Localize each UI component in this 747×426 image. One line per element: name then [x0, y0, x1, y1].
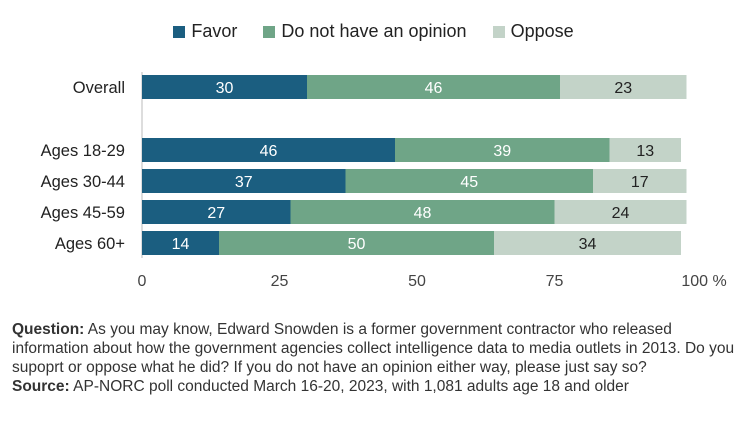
x-tick-label: 100 %: [681, 273, 726, 290]
chart-notes: Question: As you may know, Edward Snowde…: [12, 320, 736, 396]
bar-segment: [142, 138, 395, 162]
legend-item-oppose: Oppose: [492, 21, 574, 42]
data-label: 14: [172, 236, 190, 253]
bar-segment: [290, 200, 555, 224]
source-text: AP-NORC poll conducted March 16-20, 2023…: [73, 378, 629, 395]
stacked-bar-chart: 0 25 50 75 100 % Overall 30 46 23 Ages 18-29 46 39 1…: [41, 72, 727, 290]
data-label: 23: [614, 80, 632, 97]
bar-segment: [593, 169, 687, 193]
data-label: 37: [235, 174, 253, 191]
bar-segment: [142, 200, 291, 224]
bar-segment: [142, 231, 219, 255]
legend-item-no-opinion: Do not have an opinion: [263, 21, 467, 42]
data-label: 24: [612, 205, 630, 222]
legend-item-favor: Favor: [173, 21, 237, 42]
legend-label-favor: Favor: [191, 21, 238, 41]
category-label: Ages 60+: [55, 235, 125, 253]
data-label: 48: [414, 205, 432, 222]
data-label: 39: [493, 143, 511, 160]
bar-segment: [554, 200, 687, 224]
bar-segment: [307, 75, 560, 99]
data-label: 34: [579, 236, 597, 253]
x-tick-label: 25: [271, 273, 289, 290]
bar-segment: [142, 75, 307, 99]
legend-swatch-favor: [173, 25, 186, 38]
bar-segment: [142, 169, 346, 193]
bar-segment: [219, 231, 494, 255]
x-tick-label: 0: [138, 273, 147, 290]
question-note: Question: As you may know, Edward Snowde…: [12, 320, 736, 377]
bar-segment: [345, 169, 593, 193]
question-text: As you may know, Edward Snowden is a for…: [12, 321, 735, 376]
data-label: 30: [216, 80, 234, 97]
legend-swatch-no-opinion: [263, 25, 276, 38]
legend-swatch-oppose: [492, 25, 505, 38]
data-label: 46: [425, 80, 443, 97]
data-label: 45: [460, 174, 478, 191]
data-label: 17: [631, 174, 649, 191]
x-tick-label: 50: [408, 273, 426, 290]
legend-label-oppose: Oppose: [510, 21, 574, 41]
bar-segment: [560, 75, 687, 99]
category-label: Ages 18-29: [41, 142, 125, 160]
bar-segment: [609, 138, 681, 162]
x-tick-label: 75: [546, 273, 564, 290]
bar-segment: [395, 138, 610, 162]
bar-segment: [494, 231, 681, 255]
source-label: Source:: [12, 378, 70, 395]
source-note: Source: AP-NORC poll conducted March 16-…: [12, 377, 736, 396]
data-label: 13: [636, 143, 654, 160]
data-label: 46: [260, 143, 278, 160]
category-label: Ages 45-59: [41, 204, 125, 222]
data-label: 27: [207, 205, 225, 222]
category-label: Ages 30-44: [41, 173, 125, 191]
data-label: 50: [348, 236, 366, 253]
legend-label-no-opinion: Do not have an opinion: [281, 21, 467, 41]
chart-legend: Favor Do not have an opinion Oppose: [0, 21, 747, 42]
category-label: Overall: [73, 79, 125, 97]
question-label: Question:: [12, 321, 85, 338]
